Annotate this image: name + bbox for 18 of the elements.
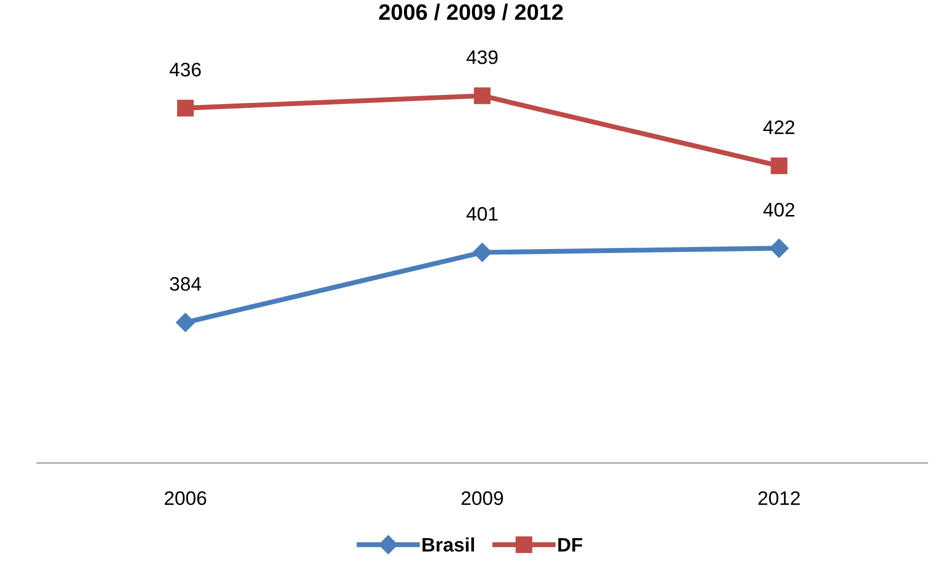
x-tick-label: 2012	[758, 491, 800, 506]
chart-title: 2006 / 2009 / 2012	[379, 4, 563, 20]
point	[770, 157, 788, 174]
point	[472, 242, 492, 262]
point	[177, 100, 194, 116]
point	[770, 238, 789, 258]
data-label: 436	[170, 62, 201, 76]
data-label: 402	[763, 202, 794, 217]
data-label: 439	[466, 50, 498, 64]
data-label: 384	[170, 277, 202, 291]
x-tick-label: 2006	[164, 491, 206, 506]
legend-label: DF	[558, 538, 582, 552]
point	[474, 87, 491, 104]
x-tick-label: 2009	[462, 491, 503, 506]
legend-label: Brasil	[422, 537, 474, 552]
data-label: 422	[763, 120, 794, 134]
data-label: 401	[466, 206, 498, 221]
point	[176, 312, 195, 332]
